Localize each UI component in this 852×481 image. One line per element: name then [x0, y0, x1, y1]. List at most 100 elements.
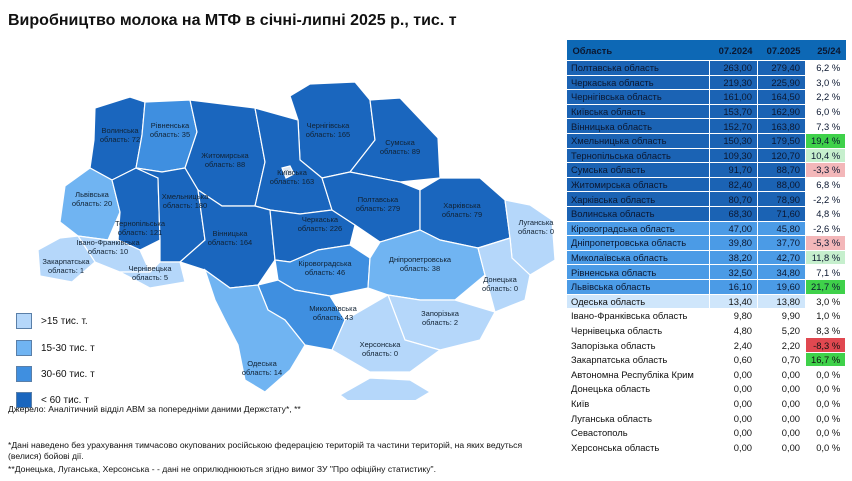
region-name-cell: Севастополь	[566, 424, 710, 441]
region-name-cell: Сумська область	[566, 162, 710, 178]
table-row: Сумська область 91,70 88,70 -3,3 %	[566, 162, 847, 178]
table-row: Запорізька область 2,40 2,20 -8,3 %	[566, 337, 847, 353]
map-label: Хмельницька область: 180	[162, 192, 209, 210]
region-donetsk[interactable]	[477, 237, 531, 313]
legend-item: 30-60 тис. т	[16, 366, 95, 382]
value-2025-cell: 164,50	[757, 89, 806, 105]
region-crimea[interactable]	[338, 377, 432, 400]
map-label: Полтавська область: 279	[356, 195, 400, 213]
value-2025-cell: 45,80	[757, 220, 806, 237]
legend-swatch	[16, 366, 32, 382]
ratio-cell: 3,0 %	[804, 74, 847, 91]
map-label: Дніпропетровська область: 38	[389, 255, 452, 273]
value-2025-cell: 88,00	[757, 176, 806, 193]
ratio-cell: 0,0 %	[804, 381, 847, 397]
map-label: Чернівецька область: 5	[128, 264, 172, 282]
legend-swatch	[16, 340, 32, 356]
region-name-cell: Київ	[566, 395, 710, 412]
region-odesa[interactable]	[203, 268, 306, 393]
ratio-cell: 0,0 %	[804, 439, 847, 456]
value-2024-cell: 2,40	[709, 337, 758, 353]
map-label: Житомирська область: 88	[201, 151, 249, 169]
legend-item: 15-30 тис. т	[16, 340, 95, 356]
region-sumy[interactable]	[348, 97, 441, 183]
table-row: Вінницька область 152,70 163,80 7,3 %	[566, 118, 847, 134]
ratio-cell: 7,3 %	[804, 118, 847, 134]
ratio-cell: 7,1 %	[804, 264, 847, 280]
map-label: Закарпатська область: 1	[42, 257, 90, 275]
header-ratio: 25/24	[805, 40, 846, 61]
value-2025-cell: 9,90	[757, 308, 806, 324]
region-name-cell: Волинська область	[566, 205, 710, 222]
legend-label: < 60 тис. т	[41, 394, 89, 406]
value-2025-cell: 5,20	[757, 322, 806, 339]
table-row: Київська область 153,70 162,90 6,0 %	[566, 103, 847, 120]
region-chernivtsi[interactable]	[119, 261, 186, 289]
region-kyiv-city[interactable]	[281, 165, 295, 179]
value-2025-cell: 13,80	[757, 293, 806, 310]
page-title: Виробництво молока на МТФ в січні-липні …	[8, 12, 457, 29]
region-name-cell: Автономна Республіка Крим	[566, 366, 710, 383]
table-row: Харківська область 80,70 78,90 -2,2 %	[566, 191, 847, 207]
map-label: Харківська область: 79	[442, 201, 482, 219]
value-2025-cell: 34,80	[757, 264, 806, 280]
region-name-cell: Рівненська область	[566, 264, 710, 280]
ratio-cell: 21,7 %	[804, 278, 847, 295]
value-2025-cell: 0,00	[757, 410, 806, 426]
region-ivano-frankivsk[interactable]	[76, 235, 151, 273]
value-2025-cell: 78,90	[757, 191, 806, 207]
ratio-cell: -5,3 %	[804, 235, 847, 251]
value-2024-cell: 0,00	[709, 366, 758, 383]
region-name-cell: Миколаївська область	[566, 249, 710, 266]
value-2025-cell: 0,00	[757, 439, 806, 456]
value-2024-cell: 16,10	[709, 278, 758, 295]
table-row: Автономна Республіка Крим 0,00 0,00 0,0 %	[566, 366, 847, 383]
legend-label: 15-30 тис. т	[41, 342, 95, 354]
ratio-cell: 0,0 %	[804, 410, 847, 426]
value-2024-cell: 80,70	[709, 191, 758, 207]
region-lviv[interactable]	[59, 167, 121, 241]
map-label: Донецька область: 0	[482, 275, 518, 293]
table-row: Тернопільська область 109,30 120,70 10,4 %	[566, 147, 847, 164]
region-name-cell: Запорізька область	[566, 337, 710, 353]
region-zakarpattia[interactable]	[37, 235, 96, 283]
value-2025-cell: 37,70	[757, 235, 806, 251]
region-name-cell: Чернігівська область	[566, 89, 710, 105]
ukraine-map: Волинська область: 72 Рівненська область: 3…	[37, 81, 556, 400]
value-2024-cell: 32,50	[709, 264, 758, 280]
value-2024-cell: 0,60	[709, 351, 758, 368]
value-2024-cell: 0,00	[709, 381, 758, 397]
footnote-1: *Дані наведено без урахування тимчасово …	[8, 440, 523, 461]
value-2025-cell: 0,70	[757, 351, 806, 368]
map-label: Херсонська область: 0	[360, 340, 402, 358]
legend-label: >15 тис. т.	[41, 315, 88, 327]
region-name-cell: Донецька область	[566, 381, 710, 397]
ratio-cell: -2,6 %	[804, 220, 847, 237]
legend-label: 30-60 тис. т	[41, 368, 95, 380]
value-2025-cell: 0,00	[757, 395, 806, 412]
table-row: Чернівецька область 4,80 5,20 8,3 %	[566, 322, 847, 339]
table-row: Черкаська область 219,30 225,90 3,0 %	[566, 74, 847, 91]
value-2024-cell: 152,70	[709, 118, 758, 134]
value-2024-cell: 0,00	[709, 410, 758, 426]
region-name-cell: Харківська область	[566, 191, 710, 207]
region-kherson[interactable]	[331, 294, 442, 373]
map-label: Львівська область: 20	[72, 190, 112, 208]
table-row: Херсонська область 0,00 0,00 0,0 %	[566, 439, 847, 456]
region-name-cell: Вінницька область	[566, 118, 710, 134]
table-row: Івано-Франківська область 9,80 9,90 1,0 %	[566, 308, 847, 324]
map-label: Луганська область: 0	[518, 218, 554, 236]
ratio-cell: 11,8 %	[804, 249, 847, 266]
value-2024-cell: 219,30	[709, 74, 758, 91]
map-label: Кіровоградська область: 46	[298, 259, 352, 277]
value-2024-cell: 82,40	[709, 176, 758, 193]
region-name-cell: Черкаська область	[566, 74, 710, 91]
source-note: Джерело: Аналітичний відділ АВМ за попер…	[8, 404, 301, 414]
value-2024-cell: 4,80	[709, 322, 758, 339]
table-row: Донецька область 0,00 0,00 0,0 %	[566, 381, 847, 397]
ratio-cell: 6,0 %	[804, 103, 847, 120]
region-name-cell: Луганська область	[566, 410, 710, 426]
data-table: Область 07.2024 07.2025 25/24 Полтавська…	[566, 40, 847, 456]
region-name-cell: Дніпропетровська область	[566, 235, 710, 251]
table-row: Житомирська область 82,40 88,00 6,8 %	[566, 176, 847, 193]
